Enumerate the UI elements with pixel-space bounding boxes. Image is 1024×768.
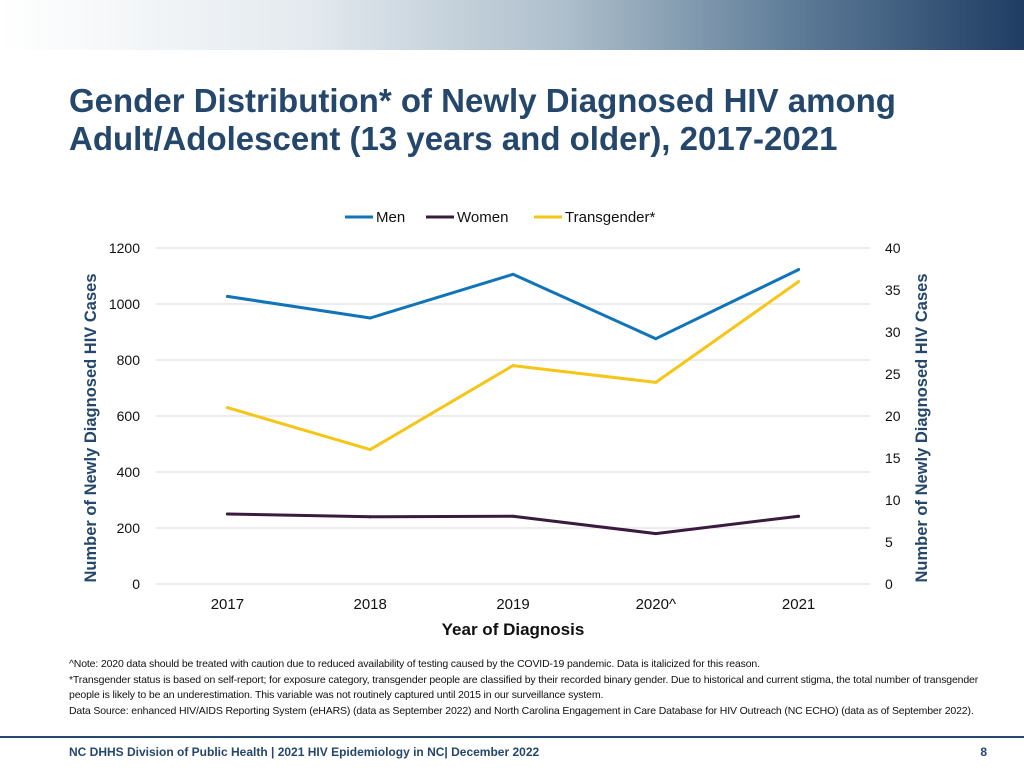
data-point xyxy=(654,532,658,536)
line-chart: 0 200 400 600 800 1000 1200 0 5 10 15 20 25 30 35 40 2… xyxy=(82,209,931,639)
x-tick-label: 2020^ xyxy=(636,596,676,613)
left-axis-ticks: 0 200 400 600 800 1000 1200 xyxy=(109,240,140,592)
x-tick-label: 2017 xyxy=(211,596,244,613)
footnote-data-source: Data Source: enhanced HIV/AIDS Reporting… xyxy=(69,704,974,717)
right-tick-label: 40 xyxy=(885,240,901,256)
left-tick-label: 400 xyxy=(117,464,141,480)
left-tick-label: 200 xyxy=(117,520,141,536)
data-point xyxy=(511,514,515,518)
data-point xyxy=(797,514,801,518)
left-tick-label: 1000 xyxy=(109,296,140,312)
footnote-covid: ^Note: 2020 data should be treated with … xyxy=(69,658,760,670)
slide-title: Gender Distribution* of Newly Diagnosed … xyxy=(69,82,969,158)
page-number: 8 xyxy=(980,745,987,759)
legend-label: Transgender* xyxy=(565,209,655,226)
right-y-axis-title: Number of Newly Diagnosed HIV Cases xyxy=(913,274,931,583)
right-tick-label: 5 xyxy=(885,534,893,550)
chart-series xyxy=(225,268,801,536)
chart-legend: Men Women Transgender* xyxy=(345,209,655,226)
data-point xyxy=(511,272,515,276)
data-point xyxy=(368,448,372,452)
data-point xyxy=(225,406,229,410)
footnotes: ^Note: 2020 data should be treated with … xyxy=(69,657,989,719)
data-point xyxy=(511,364,515,368)
right-axis-ticks: 0 5 10 15 20 25 30 35 40 xyxy=(885,240,901,592)
data-point xyxy=(654,337,658,341)
data-point xyxy=(368,316,372,320)
right-tick-label: 10 xyxy=(885,492,901,508)
legend-label: Women xyxy=(457,209,508,226)
left-tick-label: 800 xyxy=(117,352,141,368)
x-tick-label: 2018 xyxy=(354,596,387,613)
chart-gridlines xyxy=(156,247,870,585)
right-tick-label: 30 xyxy=(885,324,901,340)
x-axis-ticks: 2017 2018 2019 2020^ 2021 xyxy=(211,596,816,613)
data-point xyxy=(797,268,801,272)
data-point xyxy=(368,515,372,519)
right-tick-label: 25 xyxy=(885,366,901,382)
x-tick-label: 2021 xyxy=(782,596,815,613)
left-tick-label: 600 xyxy=(117,408,141,424)
footer-text: NC DHHS Division of Public Health | 2021… xyxy=(69,745,540,759)
right-tick-label: 15 xyxy=(885,450,901,466)
left-tick-label: 1200 xyxy=(109,240,140,256)
header-gradient-band xyxy=(0,0,1024,50)
data-point xyxy=(225,294,229,298)
footnote-transgender: *Transgender status is based on self-rep… xyxy=(69,673,979,702)
right-tick-label: 35 xyxy=(885,282,901,298)
slide-title-line-1: Gender Distribution* of Newly Diagnosed … xyxy=(69,82,896,119)
legend-label: Men xyxy=(376,209,405,226)
slide-title-line-2: Adult/Adolescent (13 years and older), 2… xyxy=(69,120,838,157)
footer-divider xyxy=(0,736,1024,738)
x-axis-title: Year of Diagnosis xyxy=(442,620,585,639)
left-y-axis-title: Number of Newly Diagnosed HIV Cases xyxy=(82,274,100,583)
data-point xyxy=(797,280,801,284)
data-point xyxy=(654,380,658,384)
x-tick-label: 2019 xyxy=(496,596,529,613)
left-tick-label: 0 xyxy=(132,576,140,592)
data-point xyxy=(225,512,229,516)
right-tick-label: 0 xyxy=(885,576,893,592)
right-tick-label: 20 xyxy=(885,408,901,424)
